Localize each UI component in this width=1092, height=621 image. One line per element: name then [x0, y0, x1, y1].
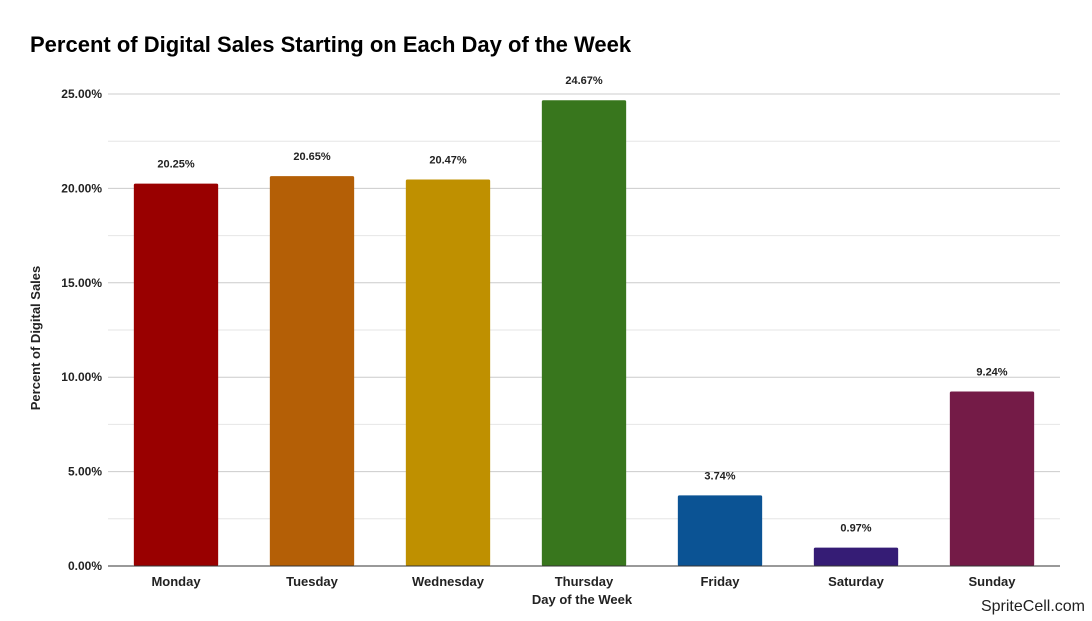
data-labels: 20.25% 20.65% 20.47% 24.67% 3.74% 0.97% 9.24%: [157, 75, 1007, 534]
y-axis-ticks: 0.00% 5.00% 10.00% 15.00% 20.00% 25.00%: [61, 87, 102, 573]
watermark: SpriteCell.com: [981, 598, 1085, 615]
data-label: 20.65%: [293, 151, 331, 163]
y-tick-label: 15.00%: [61, 276, 102, 290]
bars: [133, 100, 1035, 567]
data-label: 0.97%: [840, 523, 871, 535]
x-tick-label: Thursday: [555, 574, 614, 589]
bar-tuesday: [269, 176, 355, 567]
x-axis-ticks: Monday Tuesday Wednesday Thursday Friday Satu…: [151, 574, 1016, 589]
x-tick-label: Monday: [151, 574, 201, 589]
x-tick-label: Tuesday: [286, 574, 339, 589]
bar-thursday: [541, 100, 627, 566]
bar-monday: [133, 183, 219, 566]
x-tick-label: Friday: [700, 574, 740, 589]
data-label: 3.74%: [704, 470, 735, 482]
chart-title: Percent of Digital Sales Starting on Eac…: [30, 32, 632, 57]
x-tick-label: Sunday: [969, 574, 1017, 589]
y-axis-title: Percent of Digital Sales: [28, 266, 43, 411]
data-label: 24.67%: [565, 75, 603, 87]
bar-friday: [677, 495, 763, 566]
data-label: 20.47%: [429, 155, 467, 167]
y-tick-label: 25.00%: [61, 87, 102, 101]
y-tick-label: 10.00%: [61, 370, 102, 384]
data-label: 9.24%: [976, 367, 1007, 379]
bar-saturday: [813, 547, 899, 566]
x-tick-label: Saturday: [828, 574, 884, 589]
x-axis-title: Day of the Week: [532, 592, 633, 607]
data-label: 20.25%: [157, 159, 195, 171]
bar-sunday: [949, 391, 1035, 566]
bar-wednesday: [405, 179, 491, 566]
y-tick-label: 20.00%: [61, 181, 102, 195]
x-tick-label: Wednesday: [412, 574, 485, 589]
y-tick-label: 0.00%: [68, 559, 102, 573]
y-tick-label: 5.00%: [68, 465, 102, 479]
